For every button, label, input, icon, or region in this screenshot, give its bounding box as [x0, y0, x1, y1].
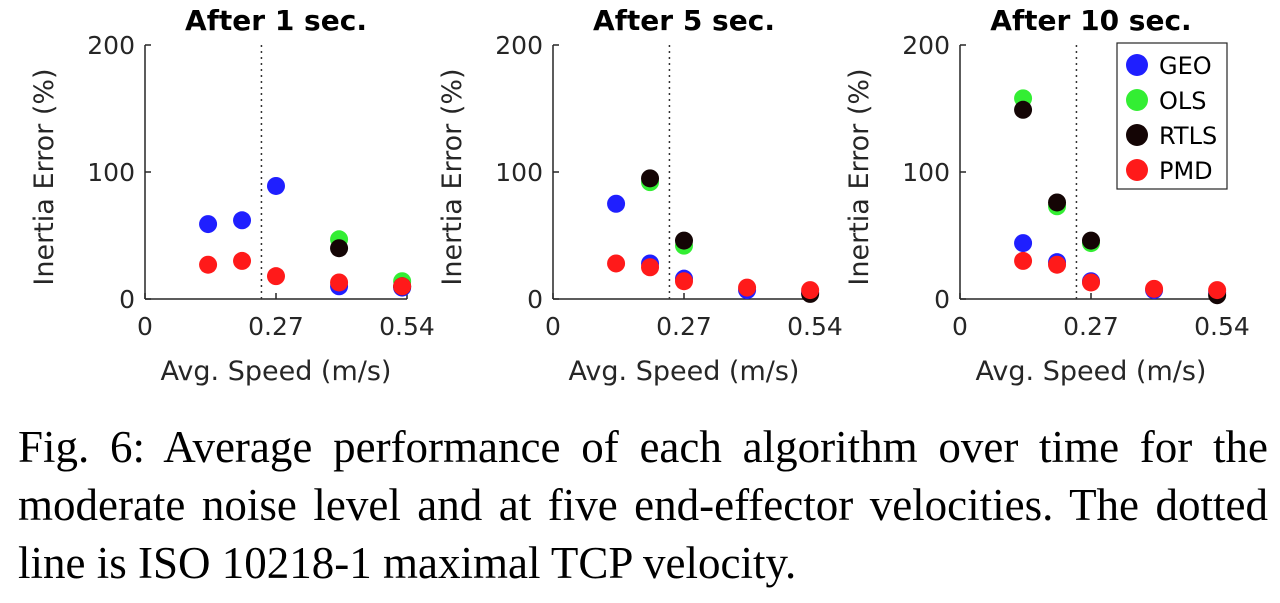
panel-1-point-geo [199, 215, 218, 234]
panel-3-point-pmd [1145, 279, 1164, 298]
panel-2-point-pmd [801, 281, 820, 300]
panel-3-x-tick-label: 0.27 [1063, 312, 1119, 341]
panel-1-x-tick-label: 0.54 [379, 312, 435, 341]
panel-2-point-rtls [675, 231, 693, 250]
legend-label-rtls: RTLS [1159, 122, 1217, 150]
panel-3-title: After 10 sec. [990, 4, 1191, 37]
panel-2-title: After 5 sec. [593, 4, 775, 37]
panel-2-y-tick-label: 200 [495, 31, 543, 60]
panel-3-y-tick-label: 0 [934, 285, 950, 314]
panel-1-point-geo [233, 211, 252, 230]
panel-1-y-tick-label: 100 [87, 158, 135, 187]
figure-caption: Fig. 6: Average performance of each algo… [18, 422, 1268, 588]
panel-2-x-tick-label: 0.54 [787, 312, 843, 341]
panel-1-y-tick-label: 0 [119, 285, 135, 314]
panel-3-y-axis-label: Inertia Error (%) [844, 68, 875, 285]
panel-1-point-geo [267, 176, 285, 195]
panel-2-x-axis-label: Avg. Speed (m/s) [569, 356, 800, 387]
panel-2-y-axis-label: Inertia Error (%) [437, 68, 468, 285]
panel-3-point-pmd [1048, 255, 1067, 274]
panel-2-point-pmd [607, 254, 626, 273]
panel-1-point-pmd [267, 267, 285, 286]
panel-1-point-pmd [330, 273, 349, 292]
panel-2-y-tick-label: 0 [527, 285, 543, 314]
panel-2-y-tick-label: 100 [495, 158, 543, 187]
panel-2-point-rtls [641, 169, 660, 188]
panel-2-point-pmd [675, 272, 693, 291]
panel-3-point-geo [1014, 234, 1033, 253]
panel-3-y-tick-label: 200 [902, 31, 950, 60]
panel-1-point-rtls [330, 239, 349, 258]
panel-1-x-axis-label: Avg. Speed (m/s) [161, 356, 392, 387]
legend-marker-pmd [1126, 159, 1148, 181]
panel-3-y-tick-label: 100 [902, 158, 950, 187]
panel-2-point-geo [607, 194, 626, 213]
legend-label-geo: GEO [1159, 52, 1212, 80]
panel-3-point-rtls [1048, 193, 1067, 212]
legend-marker-ols [1126, 89, 1148, 111]
panel-1-y-axis-label: Inertia Error (%) [29, 68, 60, 285]
legend-marker-rtls [1126, 124, 1148, 146]
figure-panels: After 1 sec. 0 100 200 0 0.27 0.54 Avg. Speed (… [29, 4, 1250, 387]
panel-3-x-tick-label: 0.54 [1194, 312, 1250, 341]
legend-label-pmd: PMD [1159, 157, 1213, 185]
panel-3-point-pmd [1208, 281, 1227, 300]
panel-1-x-tick-label: 0 [137, 312, 153, 341]
panel-2-point-pmd [641, 258, 660, 277]
legend-marker-geo [1126, 54, 1148, 76]
panel-2-x-tick-label: 0 [545, 312, 561, 341]
panel-1-point-pmd [393, 277, 412, 296]
panel-2-point-pmd [738, 278, 757, 297]
panel-3-x-tick-label: 0 [952, 312, 968, 341]
panel-3-point-rtls [1082, 231, 1100, 250]
panel-1-point-pmd [233, 251, 252, 270]
panel-1-title: After 1 sec. [185, 4, 367, 37]
panel-3-point-rtls [1014, 100, 1033, 119]
panel-1-point-pmd [199, 255, 218, 274]
panel-1-x-tick-label: 0.27 [248, 312, 304, 341]
panel-2-x-tick-label: 0.27 [656, 312, 712, 341]
legend-label-ols: OLS [1159, 87, 1207, 115]
panel-3-point-pmd [1014, 251, 1033, 270]
panel-1-y-tick-label: 200 [87, 31, 135, 60]
panel-3-x-axis-label: Avg. Speed (m/s) [976, 356, 1207, 387]
panel-3-point-pmd [1082, 273, 1100, 292]
